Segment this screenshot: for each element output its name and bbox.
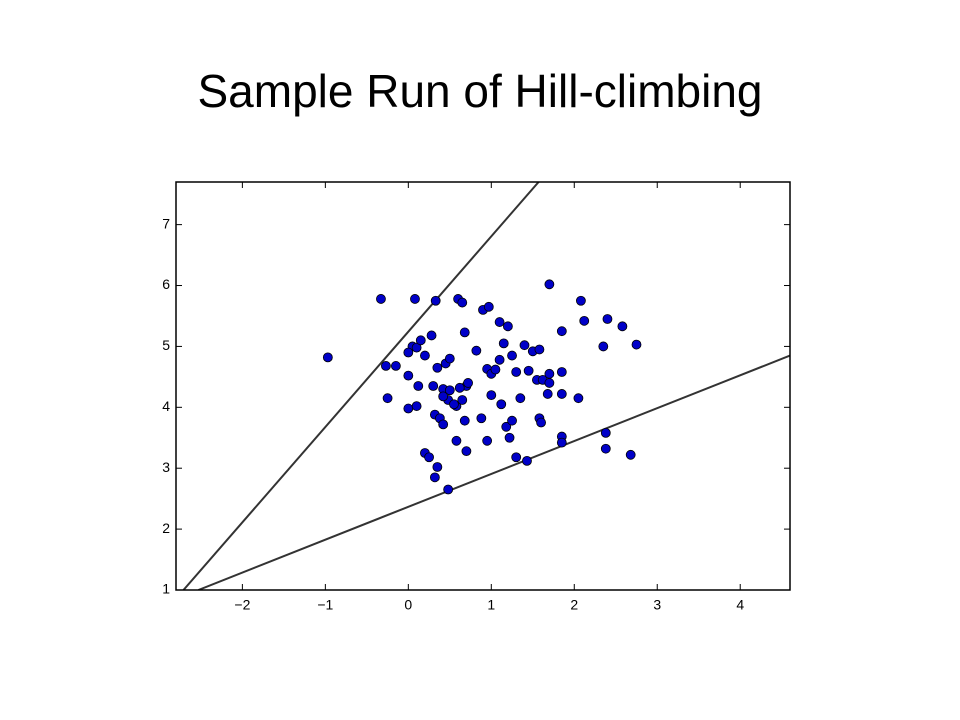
point <box>544 378 555 388</box>
point <box>411 401 422 411</box>
x-tick-label: 2 <box>570 597 578 613</box>
point <box>376 294 386 304</box>
point <box>457 297 468 308</box>
x-tick-label: −1 <box>317 597 333 613</box>
point <box>631 339 642 350</box>
point <box>544 279 555 290</box>
point <box>403 403 414 414</box>
point <box>573 393 584 404</box>
point <box>519 340 530 351</box>
point <box>322 352 333 363</box>
point <box>494 317 505 327</box>
x-tick-label: 4 <box>736 597 744 613</box>
y-tick-label: 3 <box>162 459 170 475</box>
fit-line <box>182 182 540 590</box>
point <box>429 472 440 483</box>
point <box>556 326 567 337</box>
slide-title: Sample Run of Hill-climbing <box>198 65 763 117</box>
point <box>600 427 611 438</box>
point <box>471 345 482 356</box>
x-tick-label: −2 <box>234 597 250 613</box>
point <box>496 399 507 410</box>
plot-frame <box>175 181 791 591</box>
point <box>483 301 494 312</box>
point <box>415 335 426 346</box>
point <box>534 344 545 355</box>
point <box>482 435 493 446</box>
point <box>426 330 437 341</box>
point <box>461 446 472 457</box>
point <box>403 347 414 358</box>
fit-line <box>198 354 790 590</box>
point <box>617 321 628 332</box>
point <box>430 295 441 306</box>
point <box>438 419 449 430</box>
point <box>454 382 465 393</box>
point <box>457 395 468 405</box>
x-tick-label: 3 <box>653 597 661 613</box>
x-tick-label: 0 <box>404 597 412 613</box>
point <box>451 435 462 446</box>
point <box>443 484 454 495</box>
point <box>459 415 470 426</box>
point <box>428 381 439 391</box>
y-tick-label: 7 <box>162 215 170 231</box>
point <box>598 341 609 352</box>
point <box>522 456 532 466</box>
point <box>494 354 505 365</box>
point <box>476 413 487 424</box>
point <box>438 391 449 402</box>
point <box>542 389 553 399</box>
point <box>444 385 455 396</box>
point <box>523 365 534 376</box>
point <box>544 368 555 379</box>
point <box>403 370 414 381</box>
point <box>625 449 636 460</box>
point <box>449 399 459 410</box>
point <box>424 452 434 463</box>
point <box>602 314 613 324</box>
point <box>432 462 443 472</box>
point <box>515 393 526 404</box>
x-tick-label: 1 <box>487 597 495 613</box>
y-tick-label: 6 <box>162 276 170 292</box>
point <box>444 353 455 364</box>
point <box>600 443 611 454</box>
y-tick-label: 1 <box>162 581 170 597</box>
point <box>556 367 567 377</box>
point <box>498 338 509 349</box>
point <box>486 390 497 401</box>
point <box>511 452 522 463</box>
point <box>501 421 512 432</box>
y-tick-label: 4 <box>162 398 170 414</box>
point <box>463 378 473 388</box>
point <box>507 350 517 361</box>
point <box>459 327 470 338</box>
point <box>511 367 522 377</box>
y-tick-label: 5 <box>162 337 170 353</box>
y-tick-label: 2 <box>162 520 170 536</box>
point <box>579 315 590 326</box>
point <box>410 294 420 304</box>
point <box>432 362 443 373</box>
point <box>576 295 586 306</box>
point <box>420 350 430 361</box>
point <box>504 432 515 443</box>
point <box>382 393 393 404</box>
point <box>556 437 567 448</box>
point <box>411 342 422 353</box>
point <box>536 417 546 428</box>
point <box>390 361 401 371</box>
point <box>490 364 501 375</box>
point <box>556 389 567 399</box>
point <box>502 321 513 332</box>
point <box>507 415 517 426</box>
point <box>381 361 391 371</box>
point <box>413 381 424 391</box>
